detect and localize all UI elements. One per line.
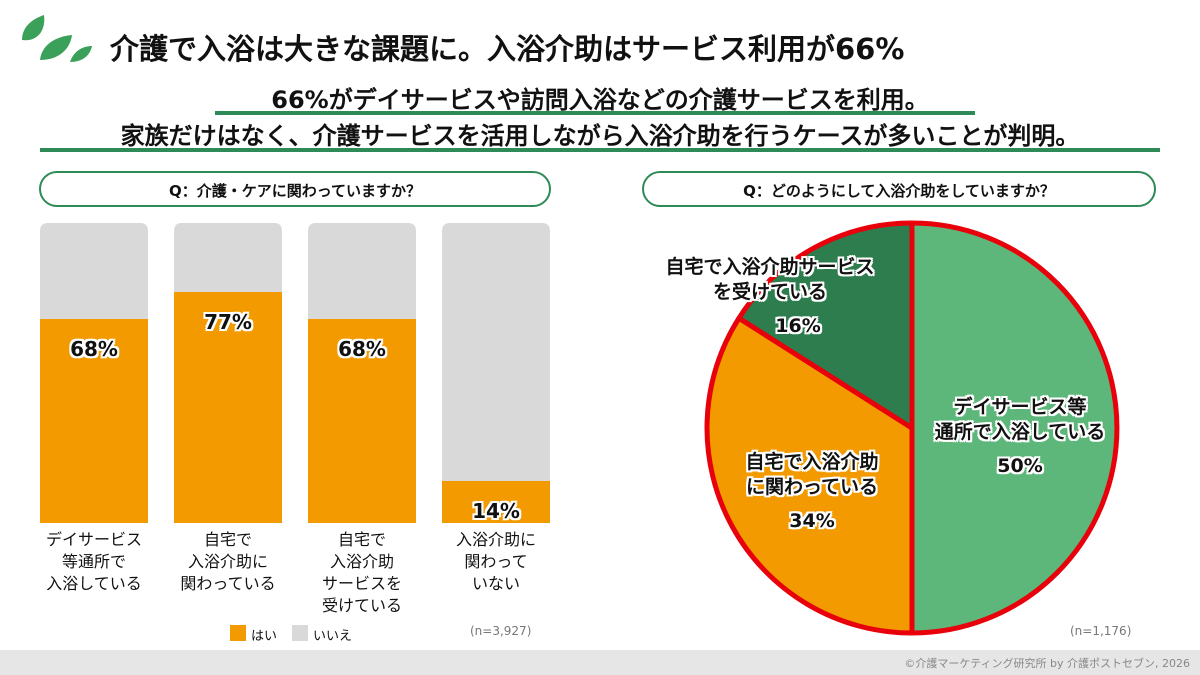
bar-segment (40, 319, 148, 523)
sample-note: (n=3,927) (470, 624, 532, 638)
pie-slice (909, 220, 1120, 636)
bar-segment (40, 223, 148, 319)
slice-label: デイサービス等 通所で入浴している (934, 396, 1106, 443)
question-box (642, 171, 1156, 207)
logo-leaf (40, 35, 72, 60)
question: Q：介護・ケアに関わっていますか？ (168, 182, 421, 200)
slice-label: 自宅で入浴介助サービス を受けている (665, 256, 875, 303)
subtitle: 66%がデイサービスや訪問入浴などの介護サービスを利用。 (271, 86, 929, 114)
logo-leaf (70, 46, 92, 62)
bar-segment (174, 292, 282, 523)
subtitle: 家族だけはなく、介護サービスを活用しながら入浴介助を行うケースが多いことが判明。 (120, 122, 1080, 150)
value-label: 77% (204, 310, 252, 334)
value-label: 50% (997, 455, 1043, 477)
bar-segment (308, 223, 416, 319)
bar-segment (442, 223, 550, 481)
footer: ©介護マーケティング研究所 by 介護ポストセブン, 2026 (904, 657, 1190, 670)
legend-swatch (230, 625, 246, 641)
legend-swatch (292, 625, 308, 641)
sample-note: (n=1,176) (1070, 624, 1132, 638)
legend-label: いいえ (313, 629, 353, 644)
logo-leaf (22, 15, 45, 41)
question-box (39, 171, 551, 207)
pie-slice (736, 220, 915, 431)
slice-label: 自宅で入浴介助 に関わっている (745, 451, 879, 498)
x-tick-label: デイサービス 等通所で 入浴している (45, 530, 142, 593)
x-tick-label: 自宅で 入浴介助 サービスを 受けている (321, 530, 402, 615)
value-label: 68% (70, 337, 118, 361)
title: 介護で入浴は大きな課題に。入浴介助はサービス利用が66% (110, 32, 905, 66)
bar-segment (442, 481, 550, 523)
question: Q：どのようにして入浴介助をしていますか？ (743, 182, 1055, 200)
x-tick-label: 入浴介助に 関わって いない (455, 530, 536, 593)
bar-segment (308, 319, 416, 523)
value-label: 34% (789, 510, 835, 532)
x-tick-label: 自宅で 入浴介助に 関わっている (180, 530, 276, 593)
footer-band (0, 650, 1200, 675)
bar-segment (174, 223, 282, 292)
value-label: 14% (472, 499, 520, 523)
value-label: 68% (338, 337, 386, 361)
legend-label: はい (251, 629, 278, 644)
value-label: 16% (775, 315, 821, 337)
